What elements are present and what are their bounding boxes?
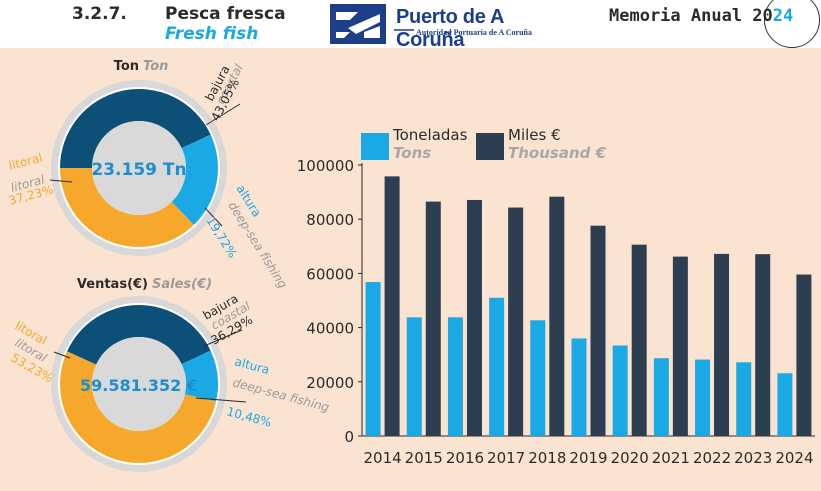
donut-center: [92, 121, 186, 215]
donut-slice-bajura: [67, 304, 211, 365]
donut-chart-sales: Ventas(€) Sales(€) 59.581.352 €bajuracoa…: [9, 277, 331, 472]
x-tick-label: 2021: [652, 449, 690, 467]
logo-name: Puerto de A Coruña: [396, 6, 504, 51]
bar-thousand-eur: [425, 201, 441, 436]
donut-slice-litoral: [59, 167, 194, 247]
y-tick-label: 60000: [306, 265, 354, 283]
logo-subtitle: Autoridad Portuaria de A Coruña: [416, 28, 533, 37]
slice-leader-line: [49, 179, 73, 183]
x-tick-label: 2018: [528, 449, 566, 467]
donut-slice-litoral: [59, 351, 217, 463]
bar-tons: [736, 362, 752, 436]
section-title-english: Fresh fish: [165, 24, 259, 44]
donut-slice-bajura: [60, 88, 211, 168]
logo-underline-icon: [394, 29, 414, 31]
bar-tons: [612, 345, 628, 436]
donut-title-english: Ton: [143, 59, 168, 74]
decorative-circle: [764, 0, 820, 48]
port-emblem-icon: [330, 4, 386, 44]
x-tick-label: 2023: [734, 449, 772, 467]
y-tick-label: 0: [344, 428, 354, 446]
legend-swatch: [361, 133, 389, 160]
bar-tons: [695, 359, 711, 436]
bar-thousand-eur: [796, 274, 812, 436]
bar-thousand-eur: [384, 176, 400, 436]
legend-label-english: Thousand €: [508, 144, 607, 162]
bar-tons: [571, 338, 587, 436]
y-tick-label: 40000: [306, 320, 354, 338]
x-tick-label: 2019: [569, 449, 607, 467]
y-tick-label: 80000: [306, 211, 354, 229]
x-tick-label: 2014: [363, 449, 401, 467]
slice-leader-line: [205, 103, 241, 126]
port-logo: Puerto de A Coruña Autoridad Portuaria d…: [328, 2, 568, 51]
legend-label: Toneladas: [392, 126, 468, 144]
report-title-text: Memoria Anual 20: [609, 6, 773, 26]
donut-title: Ventas(€): [77, 277, 148, 292]
bar-thousand-eur: [590, 225, 606, 436]
donut-center: [92, 337, 186, 431]
donut-center-label: 23.159 Tn: [91, 160, 186, 180]
bar-tons: [653, 358, 669, 436]
legend-label-english: Tons: [393, 144, 431, 162]
bar-thousand-eur: [508, 207, 524, 436]
slice-leader-line: [195, 397, 247, 403]
y-tick-label: 20000: [306, 374, 354, 392]
bar-thousand-eur: [466, 199, 482, 436]
bar-tons: [365, 282, 381, 436]
bar-tons: [406, 317, 422, 436]
slice-leader-line: [204, 207, 223, 227]
bar-tons: [447, 317, 463, 436]
content-panel: Ton Ton 23.159 Tn bajura coastal 43,05% altu…: [0, 48, 821, 491]
slice-leader-line: [203, 329, 243, 347]
donut-chart-tonnage: Ton Ton 23.159 Tnbajuracoastal43,05%altu…: [7, 59, 290, 291]
x-tick-label: 2024: [775, 449, 813, 467]
bar-thousand-eur: [714, 253, 730, 436]
slice-label: altura: [233, 354, 271, 377]
page-header: 3.2.7. Pesca fresca Fresh fish Puerto de…: [0, 0, 821, 51]
legend-label: Miles €: [508, 126, 561, 144]
y-tick-label: 100000: [297, 157, 354, 175]
section-number: 3.2.7.: [72, 4, 127, 24]
slice-label: litoral: [7, 150, 44, 172]
bar-thousand-eur: [672, 256, 688, 436]
donut-title-english: Sales(€): [152, 277, 212, 292]
donut-slice-altura: [181, 350, 219, 402]
bar-thousand-eur: [549, 196, 565, 436]
legend-swatch: [476, 133, 504, 160]
x-tick-label: 2016: [446, 449, 484, 467]
slice-percentage: 19,72%: [203, 214, 239, 260]
x-tick-label: 2017: [487, 449, 525, 467]
donut-center-label: 59.581.352 €: [80, 376, 198, 395]
section-title: Pesca fresca: [165, 4, 286, 24]
bar-thousand-eur: [755, 254, 771, 436]
x-tick-label: 2015: [405, 449, 443, 467]
donut-title: Ton: [114, 59, 139, 74]
donut-slice-altura: [171, 134, 218, 225]
x-tick-label: 2020: [611, 449, 649, 467]
slice-leader-line: [53, 351, 71, 359]
bar-tons: [777, 373, 793, 436]
bar-thousand-eur: [631, 244, 647, 436]
x-tick-label: 2022: [693, 449, 731, 467]
bar-tons: [489, 297, 505, 436]
bar-tons: [530, 320, 546, 436]
charts-canvas: Ton Ton 23.159 Tnbajuracoastal43,05%altu…: [7, 59, 815, 472]
slice-percentage: 10,48%: [225, 404, 273, 429]
